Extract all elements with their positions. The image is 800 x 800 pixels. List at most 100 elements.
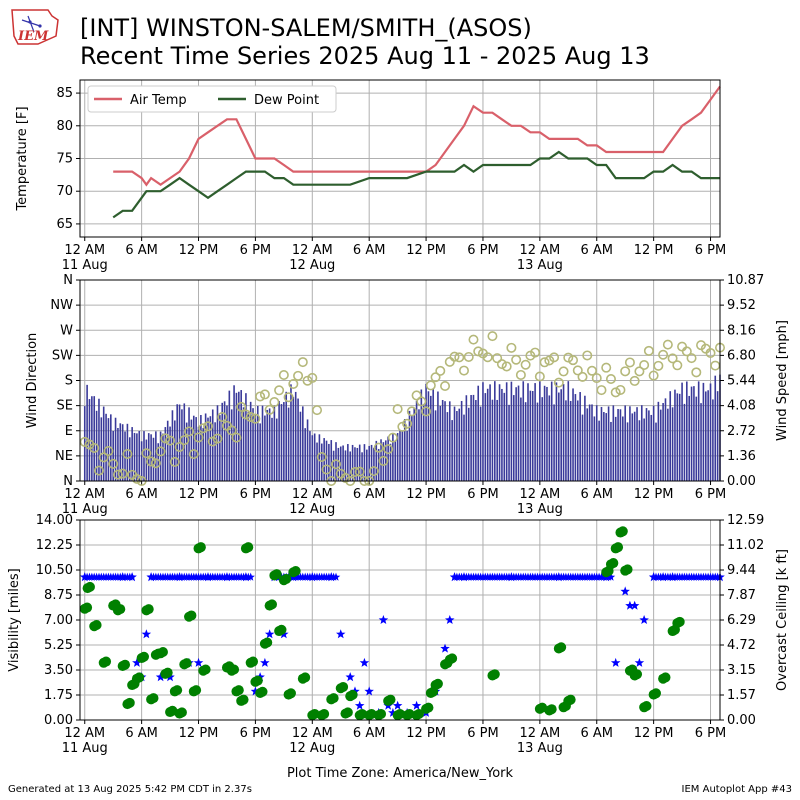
visibility-point: [392, 700, 403, 710]
wind-direction-point: [492, 353, 503, 364]
wind-speed-bar: [261, 405, 264, 481]
direction-tick-label: NW: [50, 298, 73, 313]
wind-speed-bar: [560, 389, 562, 481]
wind-speed-bar: [712, 399, 714, 481]
wind-speed-bar: [195, 417, 197, 481]
speed-tick-label: 0.00: [727, 474, 756, 489]
visibility-point: [629, 600, 640, 610]
wind-direction-point: [293, 370, 304, 381]
wind-direction-point: [217, 411, 228, 422]
wind-speed-bar: [702, 382, 705, 481]
wind-speed-bar: [91, 396, 93, 481]
wind-speed-bar: [136, 433, 138, 481]
wind-speed-bar: [460, 400, 463, 481]
wind-speed-bar: [351, 444, 354, 481]
ceiling-point: [172, 685, 183, 696]
x-date-label: 13 Aug: [517, 258, 563, 273]
x-tick-label: 12 AM: [292, 487, 333, 502]
wind-direction-point: [610, 387, 621, 398]
wind-speed-bar: [387, 436, 389, 481]
ceiling-point: [423, 702, 434, 713]
wind-speed-bar: [709, 383, 712, 481]
wind-direction-point: [383, 444, 394, 455]
wind-direction-point: [605, 374, 616, 385]
visibility-point: [155, 672, 166, 682]
wind-speed-bar: [510, 381, 513, 481]
wind-speed-bar: [228, 390, 231, 481]
wind-speed-bar: [652, 405, 655, 481]
wind-direction-point: [435, 365, 446, 376]
ceiling-point: [191, 685, 202, 696]
ceiling-point: [281, 573, 292, 584]
wind-direction-point: [515, 369, 526, 380]
wind-speed-bar: [595, 405, 598, 481]
x-tick-label: 6 AM: [353, 243, 386, 258]
wind-speed-bar: [401, 430, 404, 481]
wind-speed-bar: [574, 394, 577, 481]
wind-speed-bar: [624, 405, 626, 481]
wind-speed-bar: [332, 450, 335, 481]
ceiling-tick-label: 1.57: [727, 688, 756, 703]
wind-direction-point: [454, 352, 465, 363]
wind-speed-bar: [162, 433, 164, 481]
ceiling-point: [622, 564, 633, 575]
wind-speed-bar: [377, 448, 380, 481]
wind-direction-point: [240, 409, 251, 420]
wind-speed-bar: [382, 442, 385, 481]
wind-direction-point: [155, 446, 166, 457]
wind-speed-bar: [223, 401, 226, 481]
visibility-point: [193, 657, 204, 667]
wind-speed-bar: [226, 405, 228, 481]
visibility-point: [354, 700, 365, 710]
x-tick-label: 6 AM: [125, 243, 158, 258]
wind-speed-bar: [107, 418, 110, 481]
wind-speed-bar: [716, 391, 719, 481]
wind-speed-bar: [117, 428, 119, 481]
visibility-point: [440, 643, 450, 653]
visibility-point: [634, 657, 645, 667]
wind-speed-bar: [306, 419, 309, 481]
wind-direction-point: [586, 365, 597, 376]
wind-speed-bar: [418, 409, 420, 481]
wind-speed-bar: [593, 416, 596, 481]
ceiling-tick-label: 4.72: [727, 638, 756, 653]
wind-speed-bar: [347, 444, 349, 481]
wind-speed-bar: [451, 420, 453, 481]
wind-speed-bar: [411, 415, 413, 481]
wind-speed-bar: [294, 391, 297, 481]
wind-speed-bar: [555, 382, 558, 481]
wind-speed-bar: [657, 401, 660, 481]
wind-speed-bar: [363, 444, 366, 481]
ceiling-point: [285, 688, 296, 699]
wind-speed-bar: [403, 419, 406, 481]
wind-speed-bar: [268, 408, 271, 481]
ceiling-point: [432, 678, 443, 689]
x-tick-label: 6 PM: [240, 487, 271, 502]
ceiling-point: [262, 637, 273, 648]
ceiling-point: [139, 651, 149, 662]
ceiling-point: [342, 707, 353, 718]
ceiling-point: [489, 669, 500, 680]
speed-tick-label: 5.44: [727, 374, 756, 389]
wind-direction-point: [591, 373, 602, 384]
wind-speed-bar: [470, 395, 472, 481]
temp-tick-label: 85: [56, 86, 73, 101]
wind-speed-bar: [441, 400, 444, 481]
wind-direction-point: [653, 360, 664, 371]
visibility-point: [260, 657, 270, 667]
wind-direction-point: [368, 466, 379, 477]
wind-direction-point: [378, 455, 389, 466]
wind-speed-bar: [669, 391, 672, 481]
x-date-label: 13 Aug: [517, 741, 563, 756]
wind-speed-bar: [553, 404, 555, 481]
wind-speed-bar: [93, 396, 96, 481]
x-tick-label: 6 PM: [695, 726, 726, 741]
wind-speed-bar: [690, 386, 693, 481]
wind-speed-bar: [356, 447, 359, 481]
wind-speed-bar: [406, 430, 408, 481]
direction-tick-label: SW: [52, 348, 73, 363]
wind-speed-bar: [572, 388, 574, 481]
wind-speed-bar: [415, 400, 418, 481]
wind-speed-bar: [446, 412, 449, 481]
ceiling-point: [157, 647, 168, 658]
